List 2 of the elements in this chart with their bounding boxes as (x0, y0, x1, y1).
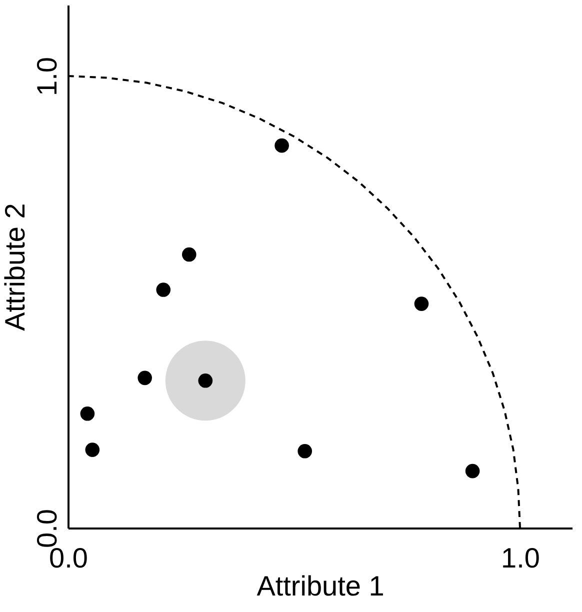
x-axis-title: Attribute 1 (256, 570, 384, 602)
y-axis-title: Attribute 2 (0, 203, 30, 331)
